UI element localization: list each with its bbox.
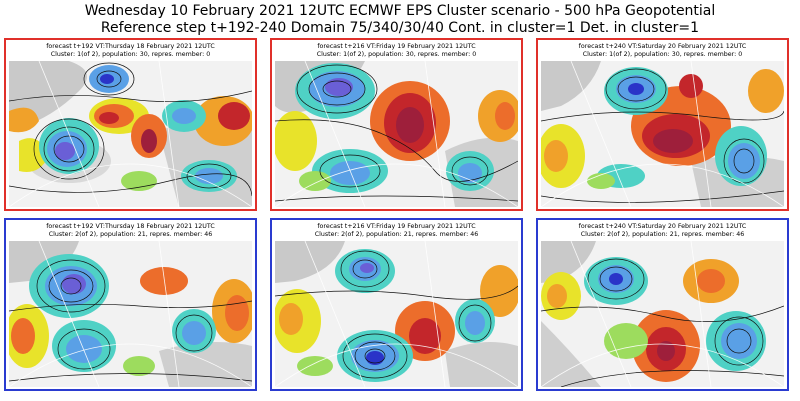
panel-caption-forecast: forecast t+240 VT:Saturday 20 February 2… xyxy=(578,223,747,230)
geopotential-map xyxy=(541,241,784,387)
figure-subtitle: Reference step t+192-240 Domain 75/340/3… xyxy=(100,20,700,36)
map-panel-cluster1-t192: forecast t+192 VT:Thursday 18 February 2… xyxy=(4,38,257,211)
geopotential-map xyxy=(9,61,252,207)
panel-caption-cluster: Cluster: 2(of 2), population: 21, repres… xyxy=(48,231,213,238)
map-panel-cluster2-t216: forecast t+216 VT:Friday 19 February 202… xyxy=(270,218,523,391)
geopotential-map xyxy=(275,61,518,207)
panel-caption-cluster: Cluster: 1(of 2), population: 30, repres… xyxy=(50,51,211,58)
map-panel-cluster1-t216: forecast t+216 VT:Friday 19 February 202… xyxy=(270,38,523,211)
panel-caption-forecast: forecast t+216 VT:Friday 19 February 202… xyxy=(317,43,476,50)
panel-caption-cluster: Cluster: 1(of 2), population: 30, repres… xyxy=(316,51,477,58)
map-panel-cluster2-t240: forecast t+240 VT:Saturday 20 February 2… xyxy=(536,218,789,391)
panel-caption-cluster: Cluster: 2(of 2), population: 21, repres… xyxy=(314,231,479,238)
panel-caption-forecast: forecast t+192 VT:Thursday 18 February 2… xyxy=(46,43,215,50)
geopotential-map xyxy=(275,241,518,387)
panel-caption-forecast: forecast t+216 VT:Friday 19 February 202… xyxy=(317,223,476,230)
map-panel-cluster1-t240: forecast t+240 VT:Saturday 20 February 2… xyxy=(536,38,789,211)
panel-caption-forecast: forecast t+192 VT:Thursday 18 February 2… xyxy=(46,223,215,230)
map-panel-cluster2-t192: forecast t+192 VT:Thursday 18 February 2… xyxy=(4,218,257,391)
panel-caption-cluster: Cluster: 1(of 2), population: 30, repres… xyxy=(582,51,743,58)
panel-caption-cluster: Cluster: 2(of 2), population: 21, repres… xyxy=(580,231,745,238)
figure-title: Wednesday 10 February 2021 12UTC ECMWF E… xyxy=(84,3,716,19)
geopotential-map xyxy=(541,61,784,207)
geopotential-map xyxy=(9,241,252,387)
panel-caption-forecast: forecast t+240 VT:Saturday 20 February 2… xyxy=(578,43,747,50)
